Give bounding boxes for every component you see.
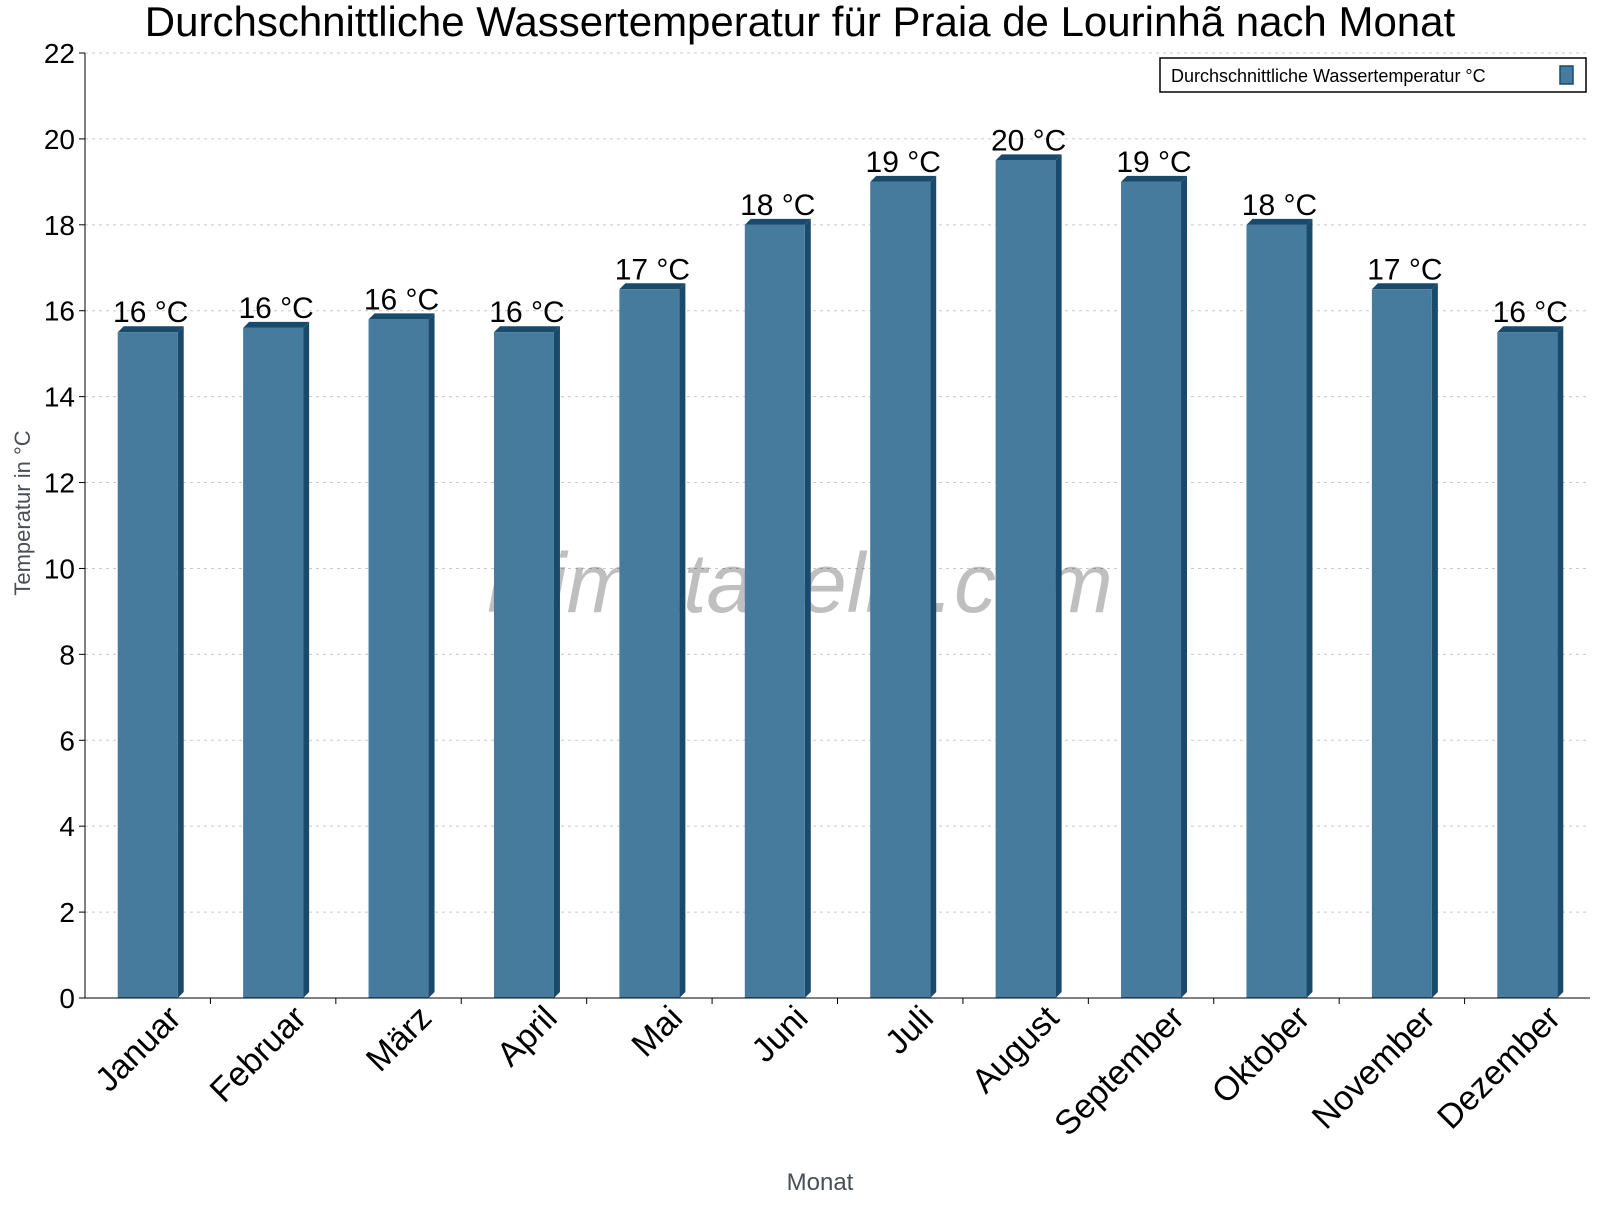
x-tick-label: April [490,999,565,1074]
data-label: 17 °C [1367,253,1442,286]
bar-top [117,326,184,333]
x-tick-label: Juni [744,999,815,1070]
bar-side [303,321,310,999]
x-tick-label: September [1047,999,1191,1143]
x-tick-label: November [1305,999,1443,1137]
bar-top [1497,326,1564,333]
bar-top [243,321,310,328]
y-tick-label: 14 [44,382,75,413]
y-tick-label: 4 [59,811,75,842]
bar-side [1055,154,1062,999]
bar [870,181,931,998]
data-label: 20 °C [991,124,1066,157]
bar-side [1431,283,1438,998]
data-label: 19 °C [1116,146,1191,179]
y-tick-label: 2 [59,897,75,928]
y-tick-label: 20 [44,124,75,155]
data-label: 16 °C [489,296,564,329]
bar [368,319,429,998]
bar-side [553,326,560,998]
data-label: 16 °C [1493,296,1568,329]
y-tick-label: 22 [44,38,75,69]
data-label: 16 °C [113,296,188,329]
bar-top [493,326,560,333]
y-tick-label: 8 [59,639,75,670]
x-tick-label: März [359,999,439,1079]
data-label: 19 °C [866,146,941,179]
bar-side [1181,175,1188,998]
legend-swatch [1559,65,1574,85]
bar [1121,181,1182,998]
bar [493,332,554,998]
y-tick-label: 6 [59,725,75,756]
bar [1497,332,1558,998]
chart-title: Durchschnittliche Wassertemperatur für P… [145,0,1456,45]
bar [744,224,805,998]
bar [1246,224,1307,998]
data-label: 18 °C [1242,189,1317,222]
x-axis-label: Monat [787,1169,854,1196]
data-label: 16 °C [364,283,439,316]
bar-side [428,313,435,998]
bar-top [1371,283,1438,290]
legend-label: Durchschnittliche Wassertemperatur °C [1171,66,1486,86]
bar-side [804,218,811,998]
bar-top [368,313,435,320]
y-axis-label: Temperatur in °C [10,430,35,595]
legend: Durchschnittliche Wassertemperatur °C [1159,57,1587,93]
bar [117,332,178,998]
x-tick-label: Juli [878,999,941,1062]
bar-top [870,175,937,182]
bar-top [619,283,686,290]
y-tick-label: 10 [44,553,75,584]
y-tick-label: 16 [44,296,75,327]
bar-side [177,326,184,998]
bar [619,289,680,998]
data-label: 16 °C [238,292,313,325]
bar-side [679,283,686,998]
bar-top [744,218,811,225]
bar-side [1557,326,1564,998]
bar-top [1246,218,1313,225]
y-tick-label: 12 [44,468,75,499]
x-tick-label: Oktober [1205,999,1317,1111]
x-tick-label: Januar [88,999,188,1099]
bar [243,327,304,999]
bar-top [995,154,1062,161]
y-tick-label: 0 [59,983,75,1014]
y-tick-label: 18 [44,210,75,241]
x-tick-label: August [965,998,1067,1100]
data-label: 18 °C [740,189,815,222]
x-tick-label: Februar [203,999,314,1110]
bar [995,160,1056,999]
x-tick-label: Mai [624,999,690,1065]
bar-side [1306,218,1313,998]
data-label: 17 °C [615,253,690,286]
bar-side [930,175,937,998]
bar [1371,289,1432,998]
x-tick-label: Dezember [1430,999,1568,1137]
bar-top [1121,175,1188,182]
